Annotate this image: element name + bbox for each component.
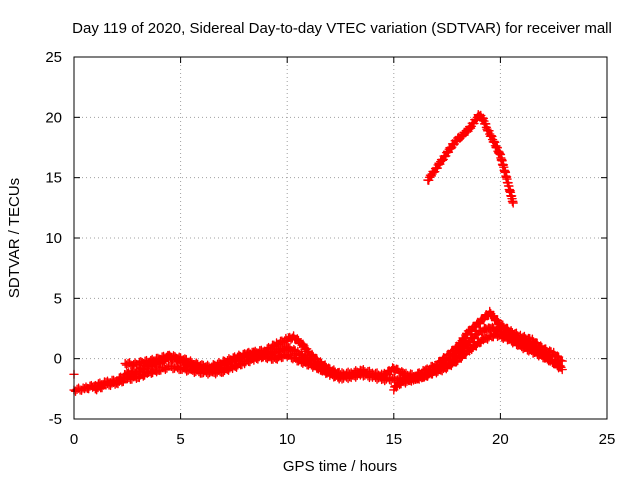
x-tick-labels: 0 5 10 15 20 25: [70, 431, 616, 448]
data-points: [69, 110, 567, 396]
data-point: [298, 339, 308, 349]
x-axis-label: GPS time / hours: [283, 458, 397, 475]
data-point: [489, 136, 499, 147]
data-point: [557, 356, 567, 366]
x-tick-label: 20: [492, 431, 509, 448]
data-point: [292, 334, 302, 344]
data-point: [490, 137, 500, 148]
x-tick-label: 5: [176, 431, 184, 448]
y-tick-label: 5: [54, 290, 62, 307]
y-axis-label: SDTVAR / TECUs: [6, 178, 23, 298]
plot-frame: [73, 56, 608, 420]
grid-lines: [74, 57, 607, 419]
chart-title: Day 119 of 2020, Sidereal Day-to-day VTE…: [72, 20, 612, 37]
x-tick-label: 10: [279, 431, 296, 448]
y-tick-labels: -5 0 5 10 15 20 25: [45, 49, 62, 428]
data-point: [474, 319, 484, 329]
y-tick-label: 20: [45, 109, 62, 126]
y-tick-label: 25: [45, 49, 62, 66]
x-tick-label: 25: [599, 431, 616, 448]
y-tick-label: 0: [54, 351, 62, 368]
x-tick-label: 0: [70, 431, 78, 448]
data-point: [486, 130, 496, 141]
data-point: [555, 361, 565, 371]
y-tick-label: -5: [49, 411, 62, 428]
data-point: [465, 123, 476, 133]
data-point: [320, 366, 331, 376]
y-tick-label: 10: [45, 230, 62, 247]
data-point: [508, 198, 518, 208]
y-tick-label: 15: [45, 170, 62, 187]
data-point: [491, 315, 502, 325]
x-tick-label: 15: [385, 431, 402, 448]
